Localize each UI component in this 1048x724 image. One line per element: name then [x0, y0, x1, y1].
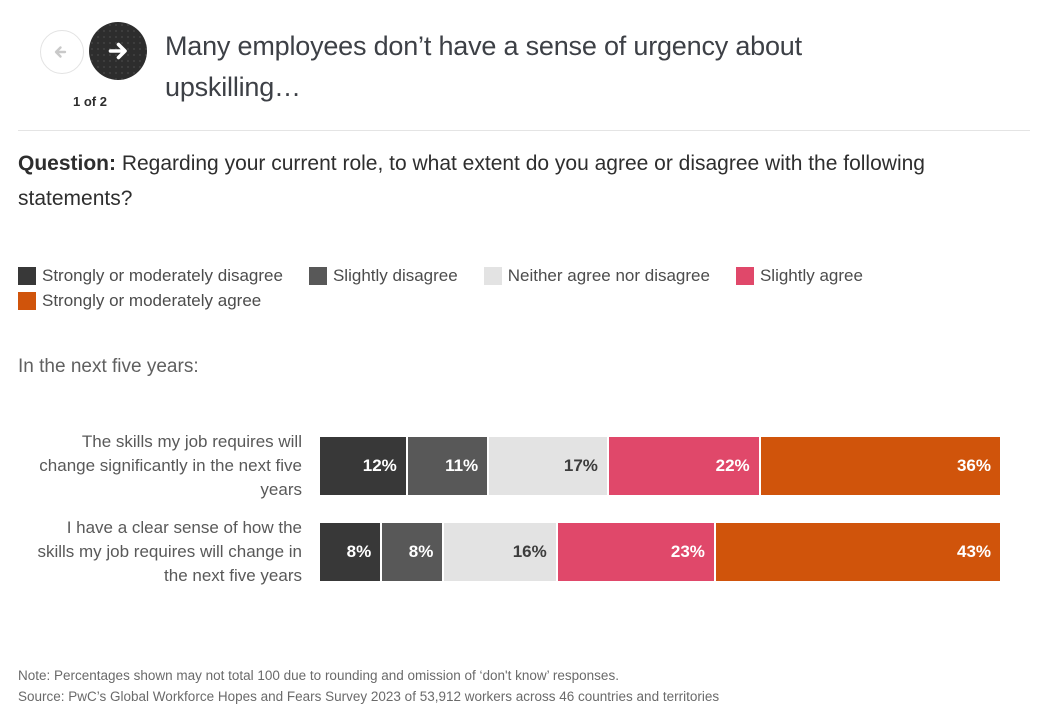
segment-value-label: 36%: [956, 456, 991, 475]
bar-segment: 8%: [320, 523, 381, 581]
segment-value-label: 16%: [512, 542, 547, 561]
bar-segment: 43%: [715, 523, 1001, 581]
legend-label: Strongly or moderately agree: [42, 291, 262, 310]
segment-value-label: 22%: [715, 456, 750, 475]
legend-item: Neither agree nor disagree: [483, 266, 710, 286]
legend-swatch: [18, 267, 36, 285]
row-label: The skills my job requires will change s…: [39, 432, 302, 499]
forward-arrow-icon: [105, 38, 131, 64]
bar-segment: 23%: [557, 523, 714, 581]
question-prefix: Question:: [18, 152, 116, 175]
source-note: Source: PwC’s Global Workforce Hopes and…: [18, 689, 720, 704]
segment-value-label: 12%: [362, 456, 397, 475]
segment-value-label: 8%: [346, 542, 372, 561]
page-indicator: 1 of 2: [73, 94, 107, 109]
legend-swatch: [483, 267, 502, 285]
legend-label: Slightly agree: [759, 266, 863, 285]
bar-segment: 36%: [760, 437, 1000, 495]
back-arrow-icon: [52, 42, 72, 62]
stacked-bar-chart: The skills my job requires will change s…: [18, 430, 1001, 602]
question-text: Question: Regarding your current role, t…: [18, 146, 988, 216]
chart-row: The skills my job requires will change s…: [18, 430, 1000, 502]
chart-footer: Note: Percentages shown may not total 10…: [18, 665, 1018, 707]
page-title: Many employees don’t have a sense of urg…: [165, 31, 802, 102]
question-body: Regarding your current role, to what ext…: [18, 152, 925, 210]
nav-forward-button[interactable]: [89, 22, 147, 80]
chart-row: I have a clear sense of how the skills m…: [18, 516, 1001, 588]
legend-item: Strongly or moderately disagree: [18, 266, 283, 286]
stacked-bar: 12% 11% 17% 22% 36%: [320, 437, 1000, 495]
legend-swatch: [735, 267, 754, 285]
bar-segment: 16%: [444, 523, 556, 581]
nav-back-button[interactable]: [40, 30, 84, 74]
legend-item: Slightly agree: [735, 266, 863, 286]
legend-item: Strongly or moderately agree: [18, 291, 261, 311]
legend-item: Slightly disagree: [308, 266, 458, 286]
legend-swatch: [18, 292, 36, 310]
bar-segment: 22%: [608, 437, 759, 495]
row-label: I have a clear sense of how the skills m…: [37, 518, 302, 585]
stacked-bar: 8% 8% 16% 23% 43%: [320, 523, 1001, 581]
chart-group-label: In the next five years:: [18, 356, 199, 377]
legend-label: Strongly or moderately disagree: [42, 266, 283, 285]
legend-label: Slightly disagree: [332, 266, 458, 285]
segment-value-label: 23%: [670, 542, 705, 561]
segment-value-label: 8%: [408, 542, 434, 561]
legend-swatch: [308, 267, 327, 285]
segment-value-label: 11%: [445, 456, 479, 475]
header-divider: [18, 130, 1030, 131]
chart-legend: Strongly or moderately disagree Slightly …: [18, 266, 968, 311]
footnote: Note: Percentages shown may not total 10…: [18, 668, 619, 683]
bar-segment: 8%: [382, 523, 443, 581]
segment-value-label: 17%: [563, 456, 598, 475]
bar-segment: 12%: [320, 437, 406, 495]
bar-segment: 11%: [407, 437, 488, 495]
legend-label: Neither agree nor disagree: [507, 266, 710, 285]
segment-value-label: 43%: [956, 542, 992, 561]
bar-segment: 17%: [489, 437, 607, 495]
